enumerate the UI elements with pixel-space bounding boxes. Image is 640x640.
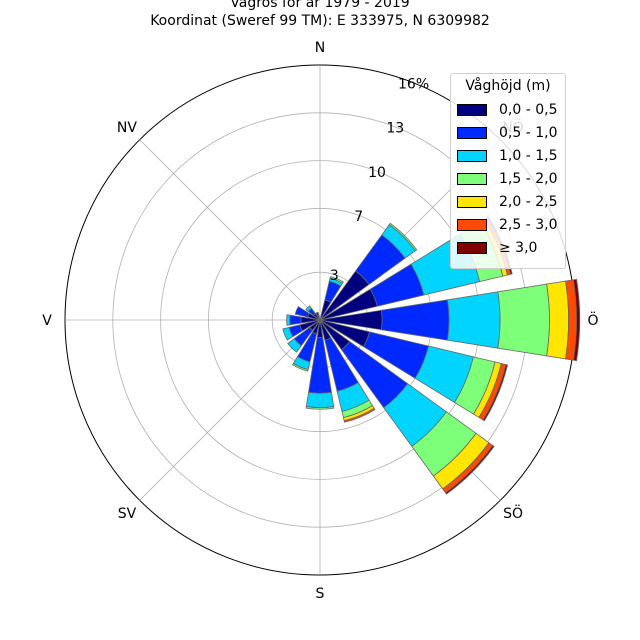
bar-Ö-3 [286,314,291,326]
legend-items: 0,0 - 0,5 0,5 - 1,0 1,0 - 1,5 1,5 - 2,0 2,0 … [457,98,559,259]
legend-swatch [457,172,487,185]
radial-tick-label: 7 [354,209,363,225]
legend-swatch [457,195,487,208]
legend-label: 1,0 - 1,5 [499,147,558,164]
direction-label-SÖ: SÖ [503,504,523,522]
bar-S-4 [305,406,335,410]
bar-V-2 [380,299,450,341]
bar-SSV-6 [343,407,376,423]
legend-item: 0,5 - 1,0 [457,121,559,144]
legend-label: 0,0 - 0,5 [499,101,558,118]
bar-ÖSÖ-3 [282,326,294,341]
legend-item: 1,0 - 1,5 [457,144,559,167]
legend: Våghöjd (m) 0,0 - 0,5 0,5 - 1,0 1,0 - 1,5 1… [450,73,566,269]
chart-title: Vågros för år 1979 - 2019 [230,0,410,11]
bar-SV-7 [444,444,495,495]
legend-label: ≥ 3,0 [499,239,538,256]
bar-VSV-7 [482,364,508,422]
bar-V-5 [546,280,570,360]
radial-tick-label: 16% [398,76,429,92]
legend-title: Våghöjd (m) [465,78,551,94]
legend-item: 2,5 - 3,0 [457,213,559,236]
radial-tick-label: 13 [386,121,404,137]
direction-label-SV: SV [118,506,137,522]
legend-swatch [457,149,487,162]
radial-tick-label: 10 [368,165,386,181]
legend-item: 2,0 - 2,5 [457,190,559,213]
chart-title-block: Vågros för år 1979 - 2019 Koordinat (Swe… [0,0,640,30]
legend-item: 0,0 - 0,5 [457,98,559,121]
grid-spoke [139,139,321,321]
radial-tick-label: 3 [330,268,339,284]
legend-label: 0,5 - 1,0 [499,124,558,141]
direction-label-V: V [42,313,52,329]
legend-label: 1,5 - 2,0 [499,170,558,187]
grid-spoke [139,319,321,501]
bar-V-3 [447,291,501,349]
chart-subtitle: Koordinat (Sweref 99 TM): E 333975, N 63… [150,13,490,29]
bar-ÖNÖ-2 [294,306,310,318]
bar-V-4 [497,283,550,357]
bar-Ö-2 [289,314,302,326]
legend-item: ≥ 3,0 [457,236,559,259]
bar-NÖ-3 [305,305,313,313]
legend-swatch [457,241,487,254]
direction-label-S: S [316,586,325,602]
bar-V-7 [572,278,581,362]
direction-label-Ö: Ö [587,311,598,329]
radial-tick-labels: 3 7 10 13 16% [330,76,429,283]
bar-NV-4 [388,222,418,252]
legend-item: 1,5 - 2,0 [457,167,559,190]
bar-NNV-4 [329,276,344,284]
legend-label: 2,0 - 2,5 [499,193,558,210]
bar-S-3 [305,391,335,409]
bar-SÖ-3 [287,338,302,353]
bar-SSÖ-4 [291,362,309,372]
legend-swatch [457,103,487,116]
legend-swatch [457,218,487,231]
legend-swatch [457,126,487,139]
legend-label: 2,5 - 3,0 [499,216,558,233]
direction-label-NV: NV [117,120,137,136]
direction-label-N: N [315,40,325,56]
